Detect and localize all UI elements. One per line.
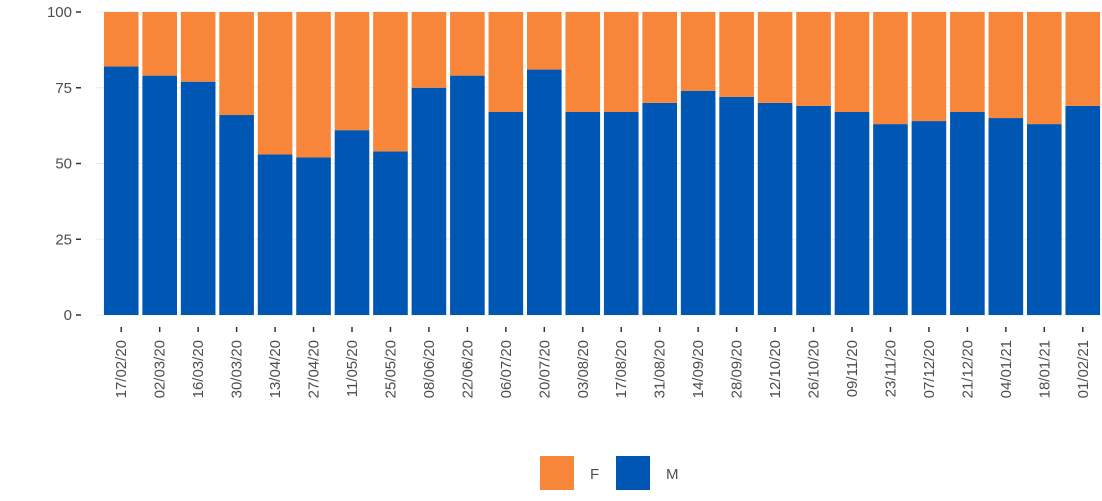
x-tick-label: 14/09/20 bbox=[690, 340, 707, 398]
x-tick-label: 02/03/20 bbox=[152, 340, 169, 398]
bar-segment bbox=[373, 12, 408, 152]
legend-label: F bbox=[590, 466, 599, 483]
bar-segment bbox=[680, 12, 716, 91]
x-tick-label: 07/12/20 bbox=[921, 340, 938, 398]
y-tick-label: 75 bbox=[55, 80, 72, 97]
x-tick-label: 16/03/20 bbox=[190, 340, 207, 398]
bar-segment bbox=[411, 12, 447, 88]
bar-segment bbox=[565, 12, 601, 112]
x-tick-label: 22/06/20 bbox=[459, 340, 476, 398]
x-tick-label: 27/04/20 bbox=[306, 340, 323, 398]
bar-segment bbox=[834, 111, 870, 316]
bar-segment bbox=[219, 12, 254, 116]
y-tick-label: 0 bbox=[64, 307, 72, 324]
x-tick-label: 31/08/20 bbox=[652, 340, 669, 398]
x-tick-label: 03/08/20 bbox=[575, 340, 592, 398]
bar-segment bbox=[1065, 105, 1101, 316]
bar-segment bbox=[642, 102, 677, 316]
bar-segment bbox=[296, 12, 331, 158]
x-tick-label: 18/01/21 bbox=[1036, 340, 1053, 398]
bar-segment bbox=[334, 12, 370, 131]
x-tick-label: 09/11/20 bbox=[844, 340, 861, 397]
x-tick-label: 26/10/20 bbox=[806, 340, 823, 398]
bar-segment bbox=[180, 81, 216, 315]
bar-segment bbox=[450, 12, 485, 76]
bar-segment bbox=[1065, 12, 1101, 106]
bar-segment bbox=[757, 102, 793, 316]
bar-segment bbox=[527, 69, 562, 315]
x-tick-label: 17/02/20 bbox=[113, 340, 130, 398]
y-tick-label: 50 bbox=[55, 156, 72, 173]
bar-segment bbox=[219, 115, 254, 316]
bar-segment bbox=[1027, 12, 1062, 125]
bar-segment bbox=[142, 12, 177, 76]
bar-segment bbox=[373, 151, 408, 315]
legend-swatch bbox=[616, 456, 650, 490]
x-tick-label: 08/06/20 bbox=[421, 340, 438, 398]
bar-segment bbox=[527, 12, 562, 70]
x-tick-label: 28/09/20 bbox=[729, 340, 746, 398]
bar-segment bbox=[988, 118, 1024, 315]
bar-segment bbox=[180, 12, 216, 82]
bar-segment bbox=[1027, 124, 1062, 315]
bar-segment bbox=[334, 130, 370, 315]
bar-segment bbox=[988, 12, 1024, 119]
x-tick-label: 20/07/20 bbox=[536, 340, 553, 398]
bar-segment bbox=[757, 12, 793, 103]
bar-segment bbox=[950, 111, 985, 316]
x-tick-label: 06/07/20 bbox=[498, 340, 515, 398]
y-tick-label: 25 bbox=[55, 231, 72, 248]
bar-segment bbox=[296, 157, 331, 315]
bar-segment bbox=[488, 111, 524, 316]
legend-label: M bbox=[666, 466, 679, 483]
bar-segment bbox=[796, 12, 831, 106]
x-tick-label: 25/05/20 bbox=[382, 340, 399, 398]
bar-segment bbox=[719, 12, 754, 97]
bar-segment bbox=[488, 12, 524, 112]
bar-segment bbox=[680, 90, 716, 315]
bar-segment bbox=[103, 12, 139, 67]
bar-segment bbox=[873, 124, 908, 315]
x-tick-label: 17/08/20 bbox=[613, 340, 630, 398]
x-tick-label: 13/04/20 bbox=[267, 340, 284, 398]
x-tick-label: 12/10/20 bbox=[767, 340, 784, 398]
bar-segment bbox=[257, 154, 293, 315]
x-tick-label: 30/03/20 bbox=[229, 340, 246, 398]
bar-segment bbox=[603, 111, 639, 316]
bar-segment bbox=[257, 12, 293, 155]
y-tick-label: 100 bbox=[47, 4, 72, 21]
x-tick-label: 21/12/20 bbox=[959, 340, 976, 398]
x-tick-label: 11/05/20 bbox=[344, 340, 361, 397]
x-tick-label: 01/02/21 bbox=[1075, 340, 1092, 398]
bar-segment bbox=[565, 111, 601, 316]
bar-segment bbox=[603, 12, 639, 112]
bar-segment bbox=[834, 12, 870, 112]
x-tick-label: 04/01/21 bbox=[998, 340, 1015, 398]
legend-swatch bbox=[540, 456, 574, 490]
bar-segment bbox=[642, 12, 677, 103]
bar-segment bbox=[911, 12, 947, 122]
bar-segment bbox=[950, 12, 985, 112]
bar-segment bbox=[411, 87, 447, 315]
bar-segment bbox=[142, 75, 177, 315]
bar-segment bbox=[796, 105, 831, 316]
bar-segment bbox=[873, 12, 908, 125]
bar-segment bbox=[450, 75, 485, 315]
bar-segment bbox=[911, 121, 947, 315]
bar-segment bbox=[103, 66, 139, 315]
x-tick-label: 23/11/20 bbox=[882, 340, 899, 397]
bar-segment bbox=[719, 96, 754, 315]
